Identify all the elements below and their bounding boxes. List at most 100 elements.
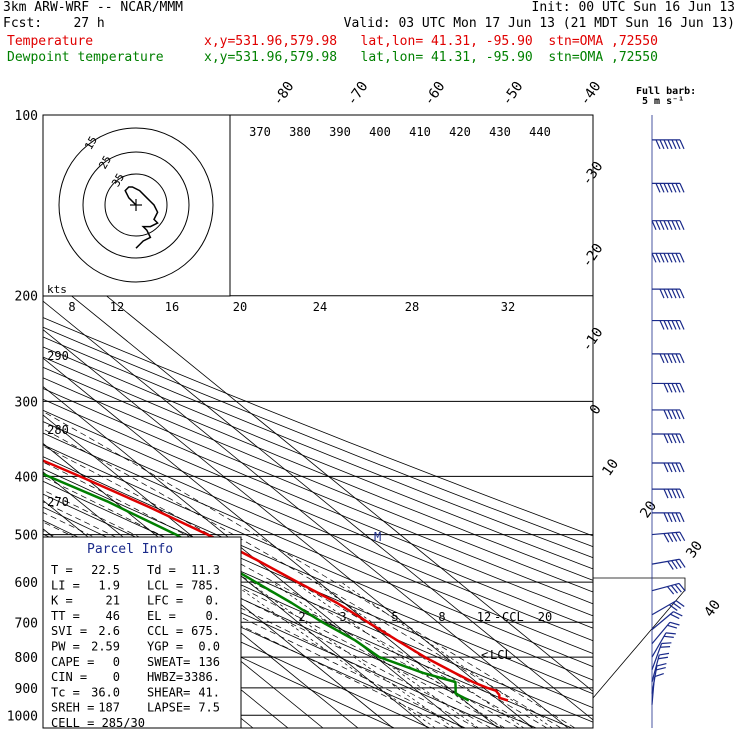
- barb-feather: [671, 512, 677, 523]
- wind-barb: [651, 621, 680, 645]
- barb-staff: [651, 531, 680, 536]
- barb-feather: [679, 253, 685, 263]
- barb-feather: [671, 253, 677, 263]
- hodograph-speed-label: 20: [233, 300, 247, 314]
- barb-feather: [671, 488, 677, 499]
- parcel-info-cell: CCL =: [147, 624, 183, 638]
- parcel-info-cell: YGP =: [147, 640, 183, 654]
- barb-feather: [667, 139, 673, 150]
- barb-feather: [675, 532, 682, 542]
- barb-feather: [663, 462, 669, 473]
- barb-feather: [663, 220, 669, 230]
- wind-barb: [651, 558, 686, 570]
- barb-staff: [651, 582, 680, 592]
- barb-feather: [667, 409, 673, 420]
- dewpoint-trace: [43, 472, 470, 702]
- barb-feather: [663, 409, 669, 420]
- parcel-info-cell: LCL =: [147, 578, 183, 592]
- barb-feather: [659, 183, 665, 193]
- parcel-info-cell: 21: [106, 594, 120, 608]
- moist-adiabat: [43, 445, 548, 728]
- isotherm-label: 40: [701, 597, 724, 620]
- parcel-info-cell: LI =: [51, 578, 80, 592]
- parcel-info-cell: 785.: [191, 578, 220, 592]
- barb-feather: [671, 288, 677, 299]
- barb-feather: [673, 611, 683, 617]
- mixing-ratio-line: [271, 581, 479, 728]
- hodograph-speed-label: 28: [405, 300, 419, 314]
- barb-feather: [667, 462, 673, 473]
- barb-feather: [679, 320, 685, 330]
- barb-feather: [667, 433, 673, 444]
- barb-feather: [671, 433, 677, 444]
- theta-e-label: 370: [249, 125, 271, 139]
- wind-barb: [652, 433, 685, 444]
- hodograph-ring-label: 35: [109, 171, 127, 189]
- dry-adiabat: [43, 388, 593, 617]
- barb-feather: [666, 586, 675, 595]
- isotherm-line: [43, 727, 44, 728]
- barb-feather: [651, 220, 657, 230]
- isotherm-label: -50: [499, 79, 527, 109]
- ccl-dash: -: [494, 610, 501, 624]
- barb-feather: [679, 139, 685, 150]
- barb-staff: [651, 600, 677, 616]
- pressure-tick-label: 100: [15, 109, 38, 124]
- parcel-info-cell: 675.: [191, 624, 220, 638]
- parcel-info-cell: 0: [113, 655, 120, 669]
- barb-feather: [679, 462, 685, 473]
- barb-feather: [671, 383, 677, 393]
- barb-feather: [668, 604, 678, 612]
- wind-barbs: [651, 115, 686, 728]
- isotherm-label: -80: [270, 79, 298, 109]
- wind-barb: [651, 652, 670, 683]
- barb-feather: [667, 183, 673, 193]
- hodograph-ring: [58, 127, 214, 283]
- plot-frame: [42, 114, 594, 729]
- barb-feather: [659, 139, 665, 150]
- mixing-ratio-line: [294, 581, 503, 728]
- barb-feather: [679, 220, 685, 230]
- wind-barb: [651, 632, 676, 658]
- barb-feather: [667, 253, 673, 263]
- barb-feather: [656, 663, 667, 667]
- isotherm-label: 10: [599, 456, 622, 479]
- hodograph-ring-label: 25: [96, 153, 114, 171]
- parcel-info-cell: SHEAR=: [147, 685, 190, 699]
- barb-feather: [667, 624, 678, 629]
- forecast-hour: Fcst: 27 h: [3, 16, 105, 31]
- parcel-info-box: [42, 536, 242, 729]
- barb-feather: [671, 183, 677, 193]
- barb-feather: [663, 433, 669, 444]
- pressure-tick-label: 300: [15, 395, 38, 410]
- barb-feather: [655, 139, 661, 150]
- mixing-ratio-line: [230, 581, 436, 728]
- pressure-tick-label: 200: [15, 290, 38, 305]
- pressure-tick-label: 900: [15, 682, 38, 697]
- sounding-traces: [43, 459, 509, 702]
- parcel-info-cell: TT =: [51, 609, 80, 623]
- theta-e-label: 440: [529, 125, 551, 139]
- theta-e-label: 380: [289, 125, 311, 139]
- barb-feather: [659, 220, 665, 230]
- barb-feather: [660, 645, 671, 648]
- dry-adiabat: [43, 346, 593, 570]
- mixing-ratio-label: 2: [298, 610, 305, 624]
- parcel-info-cell: 3386.: [184, 670, 220, 684]
- model-title: 3km ARW-WRF -- NCAR/MMM: [3, 0, 184, 15]
- barb-feather: [679, 488, 685, 499]
- barb-feather: [679, 512, 685, 523]
- isotherm-line: [43, 272, 593, 721]
- barb-feather: [667, 353, 673, 364]
- parcel-info-cell: SREH =: [51, 701, 94, 715]
- mixing-ratio-line: [340, 581, 553, 728]
- hodograph-trace: [124, 186, 159, 249]
- barb-feather: [659, 288, 665, 299]
- parcel-info-cell: 2.59: [91, 640, 120, 654]
- theta-e-label: 410: [409, 125, 431, 139]
- hodograph-ring-label: 15: [82, 134, 100, 152]
- isotherm-line: [43, 329, 534, 728]
- parcel-info-cell: CELL = 285/30: [51, 716, 145, 730]
- barb-feather: [679, 353, 685, 364]
- temperature-legend-info: x,y=531.96,579.98 lat,lon= 41.31, -95.90…: [204, 34, 658, 49]
